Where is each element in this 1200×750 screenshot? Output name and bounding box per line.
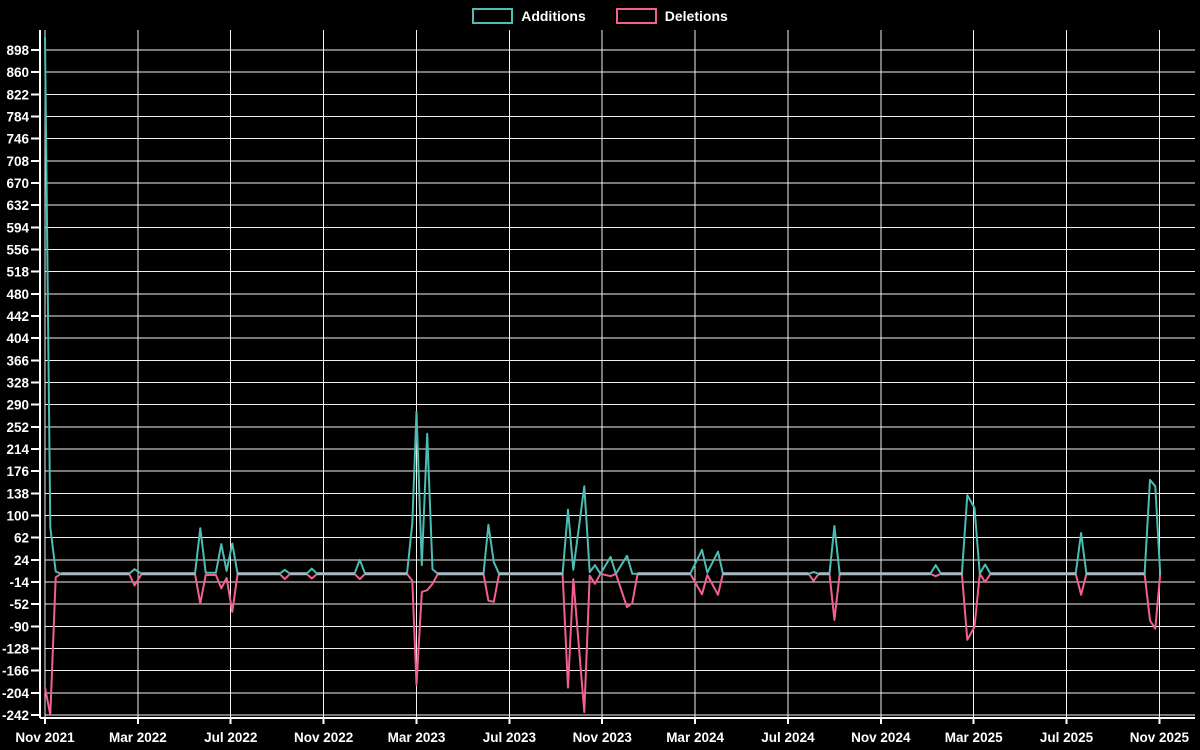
y-tick-label: 404 — [6, 331, 29, 346]
y-tick-label: 442 — [6, 309, 29, 324]
y-tick-label: 822 — [6, 87, 29, 102]
y-tick-label: 518 — [6, 265, 29, 280]
y-tick-label: 898 — [6, 43, 29, 58]
deletions-swatch — [615, 8, 657, 24]
y-tick-label: 138 — [6, 486, 29, 501]
y-tick-label: -166 — [2, 664, 30, 679]
y-tick-label: 290 — [6, 398, 29, 413]
additions-swatch — [472, 8, 514, 24]
y-tick-label: 100 — [6, 509, 29, 524]
x-tick-label: Jul 2022 — [204, 730, 257, 745]
y-tick-label: 746 — [6, 132, 29, 147]
x-tick-label: Nov 2022 — [294, 730, 353, 745]
y-tick-label: 556 — [6, 243, 29, 258]
x-tick-label: Mar 2022 — [109, 730, 167, 745]
x-tick-label: Jul 2025 — [1040, 730, 1094, 745]
y-tick-label: 214 — [6, 442, 29, 457]
x-tick-label: Mar 2023 — [388, 730, 446, 745]
y-tick-label: 366 — [6, 353, 29, 368]
y-tick-label: 708 — [6, 154, 29, 169]
x-tick-label: Jul 2024 — [761, 730, 815, 745]
y-tick-label: -90 — [9, 619, 29, 634]
y-tick-label: 670 — [6, 176, 29, 191]
y-tick-label: -14 — [9, 575, 29, 590]
x-tick-label: Mar 2024 — [666, 730, 724, 745]
y-tick-label: 24 — [14, 553, 30, 568]
x-tick-label: Nov 2024 — [851, 730, 911, 745]
y-tick-label: 860 — [6, 65, 29, 80]
x-tick-label: Nov 2023 — [573, 730, 633, 745]
chart-legend: Additions Deletions — [0, 8, 1200, 24]
y-tick-label: 594 — [6, 220, 29, 235]
y-tick-label: 480 — [6, 287, 29, 302]
x-tick-label: Nov 2025 — [1130, 730, 1190, 745]
deletions-legend-label: Deletions — [664, 8, 728, 24]
x-tick-label: Nov 2021 — [15, 730, 75, 745]
y-tick-label: 252 — [6, 420, 29, 435]
legend-item-additions[interactable]: Additions — [472, 8, 586, 24]
legend-item-deletions[interactable]: Deletions — [615, 8, 728, 24]
y-tick-label: -242 — [2, 708, 29, 723]
y-tick-label: -204 — [2, 686, 30, 701]
y-tick-label: 632 — [6, 198, 29, 213]
x-tick-label: Mar 2025 — [945, 730, 1003, 745]
y-tick-label: -128 — [2, 642, 30, 657]
y-tick-label: 62 — [14, 531, 29, 546]
x-tick-label: Jul 2023 — [483, 730, 537, 745]
y-tick-label: 784 — [6, 110, 29, 125]
additions-legend-label: Additions — [521, 8, 586, 24]
y-tick-label: -52 — [9, 597, 29, 612]
y-tick-label: 328 — [6, 376, 29, 391]
y-tick-label: 176 — [6, 464, 29, 479]
